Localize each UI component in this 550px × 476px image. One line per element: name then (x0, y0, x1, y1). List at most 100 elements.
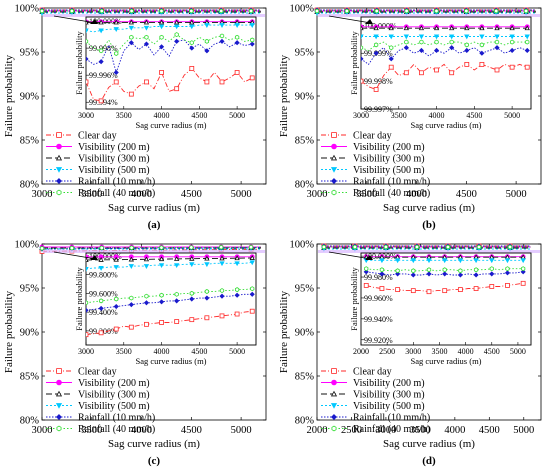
legend-label: Clear day (78, 367, 117, 378)
series-point-inset (204, 23, 210, 28)
series-point-inset (189, 317, 195, 323)
series-line-inset (86, 257, 253, 261)
series-point-main (476, 244, 482, 250)
series-point-inset (189, 296, 195, 302)
series-point-inset (395, 268, 400, 274)
inset-x-tick-label: 2000 (353, 347, 369, 356)
series-point-inset (174, 86, 180, 92)
series-point-inset (442, 288, 448, 294)
series-point-inset (144, 34, 149, 40)
series-point-inset (189, 40, 194, 46)
y-tick-label: 80% (295, 180, 315, 191)
series-point-inset (204, 48, 210, 54)
inset-x-tick-label: 5000 (504, 111, 520, 120)
series-point-main (434, 8, 439, 14)
x-tick-label: 5000 (506, 189, 527, 200)
series-point-inset (128, 264, 135, 269)
legend-marker (56, 132, 62, 138)
series-point-inset (524, 25, 530, 31)
series-point-inset (361, 78, 364, 84)
series-point-inset (479, 50, 485, 56)
series-point-inset (86, 307, 89, 313)
series-line-inset (361, 63, 528, 91)
inset-frame (360, 16, 532, 110)
inset-frame (85, 16, 257, 110)
inset-y-axis-label: Failure probability (74, 267, 84, 331)
y-tick-label: 100% (15, 4, 40, 15)
inset-x-tick-label: 5000 (510, 347, 526, 356)
series-point-inset (361, 45, 364, 51)
zoom-arrow-head (90, 19, 98, 24)
legend-marker (56, 379, 62, 386)
series-point-inset (204, 38, 210, 44)
series-point-inset (219, 313, 225, 319)
series-point-inset (173, 263, 180, 269)
inset-data (86, 254, 255, 338)
x-tick-label: 3500 (356, 189, 377, 200)
series-point-inset (520, 269, 526, 275)
series-point-inset (410, 288, 416, 294)
legend-marker (55, 154, 63, 161)
series-point-inset (373, 50, 379, 56)
series-point-inset (144, 293, 149, 299)
inset-y-tick-label: 99.998% (364, 77, 393, 86)
series-point-inset (395, 287, 401, 292)
inset-x-tick-label: 3000 (405, 347, 421, 356)
inset-x-tick-label: 4000 (154, 347, 170, 356)
y-tick-label: 95% (20, 48, 40, 59)
y-tick-label: 100% (15, 240, 40, 251)
x-tick-label: 5000 (231, 425, 252, 436)
series-point-inset (143, 25, 150, 31)
series-point-main (383, 244, 389, 250)
series-point-inset (204, 289, 210, 294)
legend-label: Visibility (300 m) (353, 154, 425, 165)
legend-marker (331, 178, 337, 184)
y-axis-label: Failure probability (3, 54, 15, 137)
legend-label: Clear day (78, 131, 117, 142)
inset-y-axis-label: Failure probability (74, 31, 84, 95)
legend-marker (330, 403, 338, 409)
zoom-arrow-head (90, 255, 98, 260)
series-point-inset (143, 264, 150, 269)
y-tick-label: 90% (20, 92, 40, 103)
series-point-inset (473, 272, 479, 278)
series-point-inset (143, 41, 150, 47)
series-point-inset (113, 256, 119, 262)
series-point-inset (250, 37, 255, 43)
series-point-main (445, 244, 451, 250)
series-point-inset (521, 266, 526, 272)
series-point-inset (464, 47, 470, 54)
x-axis-label: Sag curve radius (m) (108, 202, 200, 214)
series-point-inset (86, 332, 89, 338)
series-point-inset (113, 79, 119, 85)
series-point-main (507, 244, 513, 250)
legend-label: Visibility (300 m) (78, 390, 150, 401)
series-point-inset (442, 271, 448, 277)
series-point-inset (250, 286, 255, 292)
series-line-inset (86, 67, 253, 102)
series-point-inset (363, 283, 369, 288)
y-tick-label: 80% (20, 416, 40, 427)
series-point-inset (114, 296, 119, 302)
x-tick-label: 3000 (32, 189, 53, 200)
series-point-inset (86, 38, 89, 44)
series-point-inset (158, 24, 165, 30)
series-point-inset (426, 271, 432, 277)
legend-label: Rainfall (10 mm/h) (78, 413, 155, 424)
series-point-inset (494, 67, 500, 73)
series-line-main (41, 248, 262, 252)
legend-marker (56, 425, 62, 432)
legend-marker (331, 132, 337, 138)
inset-x-tick-label: 4500 (191, 347, 207, 356)
legend-label: Rainfall (40 mm/h) (353, 424, 430, 435)
legend-label: Rainfall (40 mm/h) (353, 188, 430, 199)
inset-x-axis-label: Sag curve radius (m) (135, 356, 206, 366)
inset-x-tick-label: 4000 (429, 111, 445, 120)
series-point-inset (520, 280, 526, 286)
series-point-inset (128, 19, 135, 25)
series-point-inset (373, 25, 379, 31)
series-point-inset (219, 79, 225, 85)
chart-panel: 80% 85% 90% 95% 100% 3000 3500 4000 4500 5000 Sag … (3, 240, 267, 467)
series-point-main (321, 244, 327, 250)
series-point-main (248, 244, 254, 250)
